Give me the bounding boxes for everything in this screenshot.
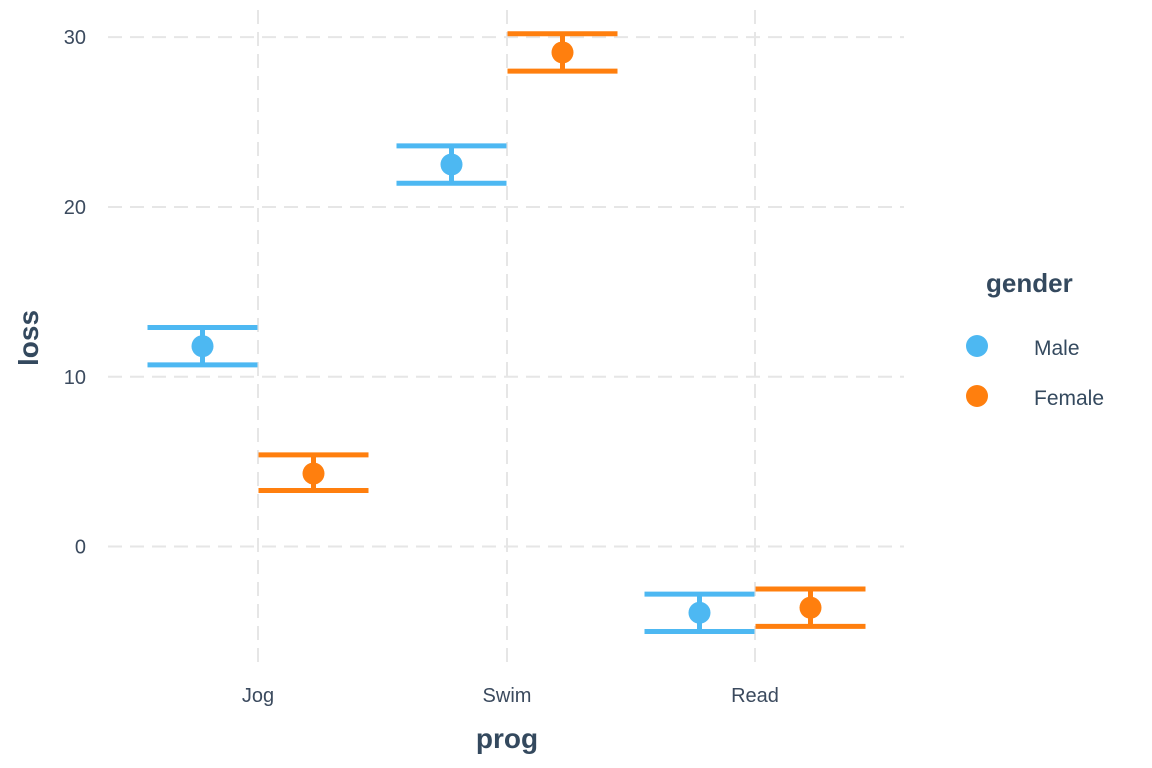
legend-label: Female bbox=[1034, 387, 1104, 410]
legend-label: Male bbox=[1034, 337, 1080, 360]
y-tick-label: 20 bbox=[64, 197, 86, 219]
data-point bbox=[688, 601, 711, 624]
data-point bbox=[551, 41, 574, 64]
x-tick-label: Jog bbox=[242, 685, 274, 707]
legend-title: gender bbox=[986, 268, 1073, 298]
data-point bbox=[302, 462, 325, 485]
data-marks bbox=[147, 31, 866, 634]
x-axis-title: prog bbox=[476, 723, 538, 754]
data-point bbox=[799, 596, 822, 619]
legend-key bbox=[966, 385, 988, 407]
x-tick-label: Swim bbox=[483, 685, 532, 707]
y-tick-label: 0 bbox=[75, 537, 86, 559]
legend: gender Male Female bbox=[966, 268, 1104, 410]
x-tick-label: Read bbox=[731, 685, 779, 707]
legend-key bbox=[966, 335, 988, 357]
y-axis-title: loss bbox=[13, 310, 44, 366]
y-tick-label: 30 bbox=[64, 27, 86, 49]
data-point bbox=[440, 153, 463, 176]
y-tick-label: 10 bbox=[64, 367, 86, 389]
y-axis-ticks: 0 10 20 30 bbox=[64, 27, 86, 558]
grid bbox=[108, 10, 904, 662]
data-point bbox=[191, 335, 214, 358]
x-axis-ticks: Jog Swim Read bbox=[242, 685, 779, 707]
